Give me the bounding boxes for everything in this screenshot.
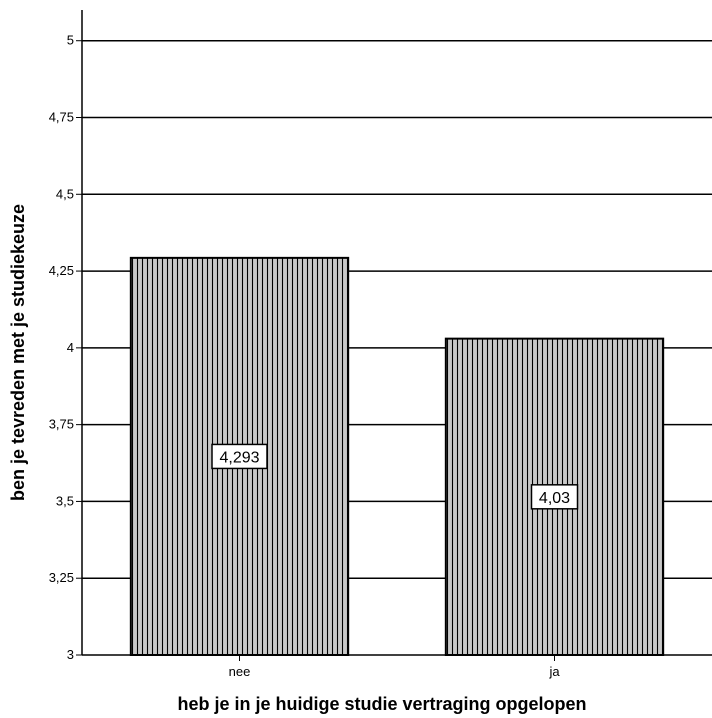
y-tick-label: 4: [67, 340, 74, 355]
x-tick-label: ja: [548, 664, 560, 679]
y-tick-label: 3,5: [56, 493, 74, 508]
y-tick-label: 4,5: [56, 186, 74, 201]
y-tick-label: 5: [67, 33, 74, 48]
y-tick-label: 3: [67, 647, 74, 662]
data-label: 4,03: [539, 490, 570, 507]
y-tick-label: 3,75: [49, 417, 74, 432]
bars: [129, 256, 665, 656]
data-label-box: [211, 443, 268, 470]
data-labels: 4,293 4,03: [211, 443, 579, 510]
x-axis-title: heb je in je huidige studie vertraging o…: [177, 694, 586, 714]
y-tick-label: 4,75: [49, 110, 74, 125]
data-label-box: [530, 484, 579, 510]
x-tick-label: nee: [229, 664, 251, 679]
y-tick-label: 4,25: [49, 263, 74, 278]
axes: 3 3,25 3,5 3,75 4 4,25 4,5 4,75 5 nee ja: [49, 10, 712, 679]
data-label: 4,293: [219, 449, 259, 466]
y-axis-title: ben je tevreden met je studiekeuze: [8, 204, 28, 501]
y-tick-label: 3,25: [49, 570, 74, 585]
